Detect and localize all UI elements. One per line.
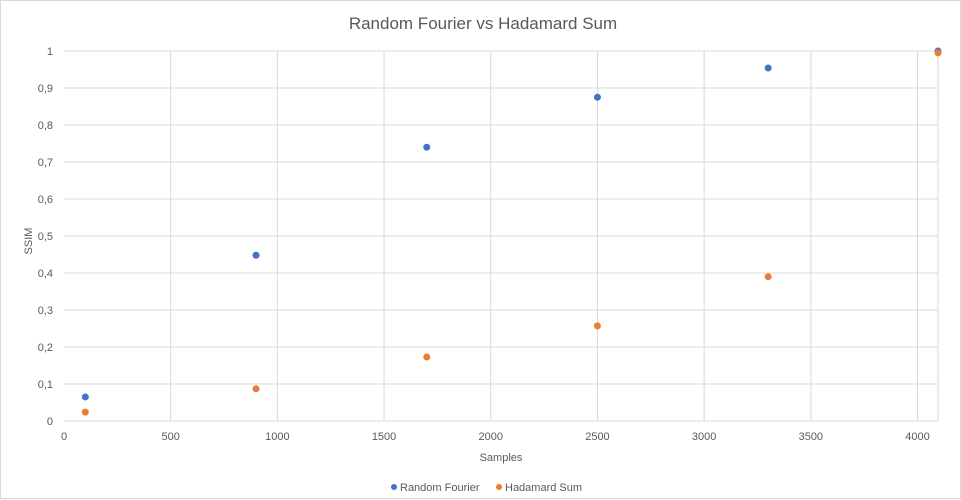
- hadamard-sum-point[interactable]: [593, 322, 601, 330]
- y-tick-label: 0,3: [38, 305, 53, 317]
- y-tick-label: 0,4: [38, 268, 53, 280]
- legend[interactable]: Random Fourier Hadamard Sum: [391, 482, 582, 494]
- y-tick-label: 0,5: [38, 231, 53, 243]
- random-fourier-point[interactable]: [81, 393, 89, 401]
- y-tick-label: 0,9: [38, 83, 53, 95]
- x-axis-tick-labels: 0 500 1000 1500 2000 2500 3000 3500 4000: [61, 431, 930, 443]
- y-tick-label: 0: [47, 416, 53, 428]
- legend-label[interactable]: Random Fourier: [400, 482, 480, 494]
- random-fourier-point[interactable]: [252, 251, 260, 259]
- x-tick-label: 1000: [265, 431, 289, 443]
- x-tick-label: 3000: [692, 431, 716, 443]
- x-axis-title: Samples: [480, 452, 523, 464]
- x-tick-label: 500: [162, 431, 180, 443]
- x-tick-label: 4000: [905, 431, 929, 443]
- x-tick-label: 1500: [372, 431, 396, 443]
- hadamard-sum-point[interactable]: [252, 385, 260, 393]
- x-tick-label: 2000: [479, 431, 503, 443]
- random-fourier-point[interactable]: [764, 64, 772, 72]
- data-points: [81, 47, 942, 416]
- y-tick-label: 1: [47, 46, 53, 58]
- x-tick-label: 3500: [799, 431, 823, 443]
- random-fourier-point[interactable]: [423, 143, 431, 151]
- hadamard-sum-point[interactable]: [934, 49, 942, 57]
- y-tick-label: 0,8: [38, 120, 53, 132]
- random-fourier-point[interactable]: [593, 93, 601, 101]
- hadamard-sum-point[interactable]: [423, 353, 431, 361]
- y-tick-label: 0,7: [38, 157, 53, 169]
- x-tick-label: 2500: [585, 431, 609, 443]
- x-tick-label: 0: [61, 431, 67, 443]
- y-axis-title: SSIM: [23, 228, 35, 255]
- legend-label[interactable]: Hadamard Sum: [505, 482, 582, 494]
- legend-marker-icon: [496, 484, 502, 490]
- hadamard-sum-point[interactable]: [81, 408, 89, 416]
- legend-marker-icon: [391, 484, 397, 490]
- y-tick-label: 0,1: [38, 379, 53, 391]
- chart-title: Random Fourier vs Hadamard Sum: [349, 14, 617, 33]
- horizontal-gridlines: [64, 50, 938, 422]
- y-tick-label: 0,6: [38, 194, 53, 206]
- y-axis-tick-labels: 0 0,1 0,2 0,3 0,4 0,5 0,6 0,7 0,8 0,9 1: [38, 46, 53, 428]
- y-tick-label: 0,2: [38, 342, 53, 354]
- hadamard-sum-point[interactable]: [764, 273, 772, 281]
